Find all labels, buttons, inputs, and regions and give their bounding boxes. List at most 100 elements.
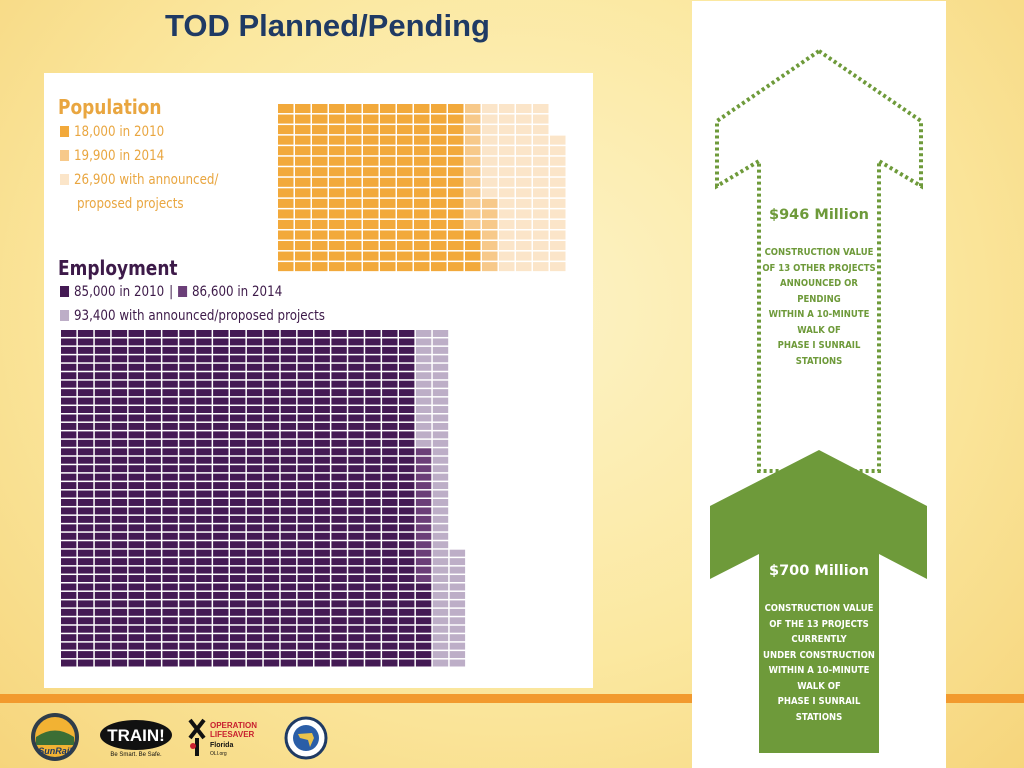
employment-square: [246, 608, 263, 616]
population-square: [278, 251, 294, 261]
employment-square: [365, 380, 381, 388]
employment-square: [94, 583, 111, 591]
population-square: [346, 262, 362, 272]
employment-square: [382, 389, 398, 397]
employment-square: [61, 456, 77, 464]
construction-value-panel: $946 Million CONSTRUCTION VALUE OF 13 OT…: [692, 1, 946, 768]
population-square: [380, 241, 396, 251]
employment-square: [77, 465, 94, 473]
employment-square: [94, 600, 111, 608]
employment-square: [213, 372, 229, 380]
employment-square: [162, 448, 178, 456]
employment-square: [94, 651, 111, 659]
population-square: [499, 262, 515, 272]
employment-square: [399, 406, 415, 413]
employment-square: [179, 634, 195, 642]
employment-square: [314, 346, 330, 354]
employment-square: [162, 422, 178, 430]
employment-square: [128, 473, 144, 481]
employment-square: [61, 422, 77, 430]
employment-square: [128, 642, 144, 650]
population-square: [550, 219, 566, 229]
employment-square: [280, 456, 297, 464]
employment-square: [128, 397, 144, 405]
employment-square: [162, 515, 178, 523]
employment-square: [280, 659, 297, 667]
employment-square: [246, 431, 263, 439]
population-square: [380, 262, 396, 272]
employment-square: [94, 465, 111, 473]
population-square: [465, 209, 481, 219]
employment-square: [365, 406, 381, 413]
employment-square: [111, 482, 128, 490]
employment-square: [77, 330, 94, 337]
employment-square: [61, 330, 77, 337]
population-square: [380, 135, 396, 145]
employment-square: [162, 499, 178, 506]
employment-square: [128, 330, 144, 337]
employment-square: [94, 549, 111, 557]
employment-square: [111, 355, 128, 363]
population-square: [380, 156, 396, 166]
legend-label: 85,000 in 2010: [73, 284, 165, 300]
employment-square: [196, 422, 212, 430]
employment-square: [162, 473, 178, 481]
employment-square: [77, 583, 94, 591]
ols-url: OLI.org: [210, 751, 227, 757]
employment-square: [331, 617, 347, 625]
employment-square: [432, 583, 449, 591]
employment-square: [111, 499, 128, 506]
employment-square: [263, 482, 280, 490]
employment-square: [230, 659, 246, 667]
population-square: [414, 104, 430, 114]
population-square: [465, 125, 481, 135]
population-square: [414, 188, 430, 198]
employment-square: [314, 600, 330, 608]
population-square: [312, 167, 328, 177]
desc-line: WALK OF: [797, 680, 841, 692]
population-square: [533, 230, 549, 240]
population-square: [346, 241, 362, 251]
employment-square: [61, 338, 77, 346]
population-square: [431, 146, 447, 156]
employment-square: [111, 330, 128, 337]
employment-square: [145, 414, 161, 422]
employment-square: [449, 583, 466, 591]
employment-square: [331, 532, 347, 540]
employment-square: [196, 617, 212, 625]
employment-square: [263, 355, 280, 363]
population-square: [516, 198, 532, 208]
employment-square: [415, 583, 432, 591]
employment-square: [61, 642, 77, 650]
employment-square: [196, 507, 212, 515]
employment-square: [230, 355, 246, 363]
employment-square: [280, 346, 297, 354]
employment-square: [382, 490, 398, 498]
employment-square: [314, 338, 330, 346]
employment-square: [179, 338, 195, 346]
employment-square: [179, 482, 195, 490]
population-square: [329, 146, 345, 156]
employment-square: [213, 473, 229, 481]
employment-square: [179, 659, 195, 667]
legend-swatch: [60, 310, 70, 321]
population-square: [346, 146, 362, 156]
employment-square: [230, 439, 246, 447]
employment-square: [297, 608, 313, 616]
train-logo: TRAIN! Be Smart. Be Safe.: [100, 720, 172, 758]
employment-square: [162, 507, 178, 515]
employment-legend-row1: 85,000 in 2010 | 86,600 in 2014: [60, 284, 282, 300]
legend-swatch: [60, 126, 70, 137]
employment-square: [399, 448, 415, 456]
employment-square: [230, 338, 246, 346]
employment-square: [162, 465, 178, 473]
employment-square: [365, 583, 381, 591]
employment-square: [297, 549, 313, 557]
employment-square: [415, 363, 432, 371]
employment-square: [213, 406, 229, 413]
employment-square: [432, 515, 449, 523]
population-square: [465, 156, 481, 166]
population-square: [363, 156, 379, 166]
employment-square: [179, 600, 195, 608]
population-square: [363, 241, 379, 251]
